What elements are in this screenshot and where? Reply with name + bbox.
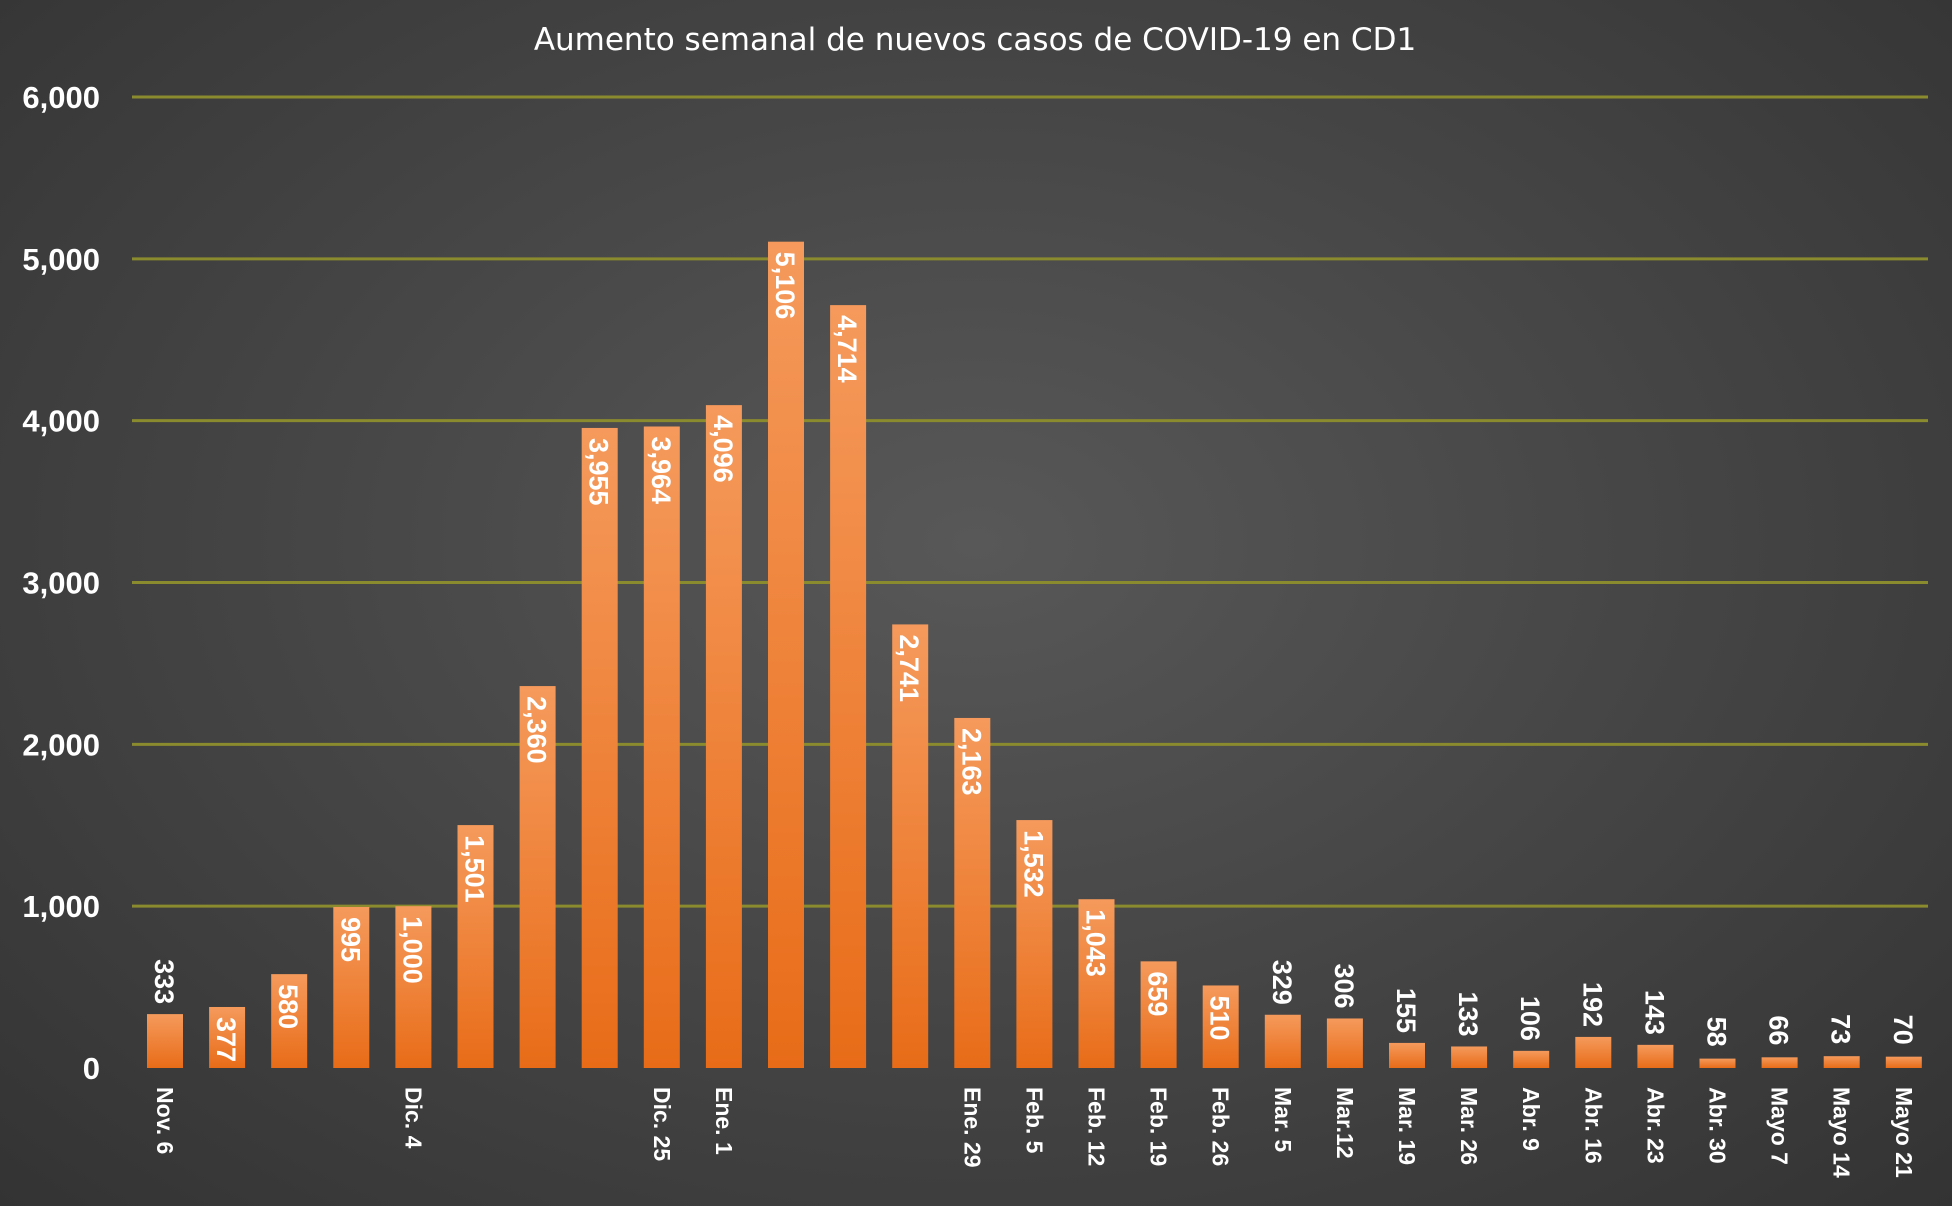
bar bbox=[271, 974, 308, 1068]
y-tick-label: 1,000 bbox=[22, 889, 100, 924]
x-tick-label: Ene. 29 bbox=[959, 1087, 985, 1168]
x-tick-label: Feb. 26 bbox=[1208, 1087, 1234, 1166]
y-tick-label: 2,000 bbox=[22, 727, 100, 762]
data-label: 143 bbox=[1639, 990, 1669, 1035]
y-tick-label: 3,000 bbox=[22, 566, 100, 601]
bar bbox=[1140, 961, 1177, 1068]
data-label: 5,106 bbox=[770, 252, 800, 320]
data-label: 3,955 bbox=[584, 438, 614, 506]
y-tick-label: 6,000 bbox=[22, 80, 100, 115]
y-tick-label: 4,000 bbox=[22, 404, 100, 439]
data-label: 2,360 bbox=[522, 696, 552, 764]
x-tick-label: Feb. 5 bbox=[1021, 1087, 1047, 1154]
bar bbox=[954, 717, 991, 1068]
bar bbox=[395, 906, 432, 1068]
bar bbox=[457, 825, 494, 1068]
x-tick-label: Ene. 1 bbox=[711, 1087, 737, 1155]
x-axis: Nov. 6 Dic. 4 Dic. 25 Ene. 1 Ene. 29 Feb. 5 Fe… bbox=[152, 1087, 1917, 1178]
x-tick-label: Nov. 6 bbox=[152, 1087, 178, 1154]
bar bbox=[830, 305, 867, 1068]
data-label: 510 bbox=[1205, 995, 1235, 1040]
bar bbox=[519, 686, 556, 1068]
data-label: 58 bbox=[1702, 1017, 1732, 1047]
x-tick-label: Abr. 9 bbox=[1518, 1087, 1544, 1151]
bar bbox=[1264, 1014, 1301, 1068]
data-label: 106 bbox=[1515, 996, 1545, 1041]
data-label: 4,096 bbox=[708, 415, 738, 483]
bar bbox=[1637, 1044, 1674, 1068]
data-label: 70 bbox=[1888, 1015, 1918, 1045]
x-tick-label: Mar. 19 bbox=[1394, 1087, 1420, 1165]
data-label: 4,714 bbox=[832, 315, 862, 383]
data-label: 1,501 bbox=[460, 835, 490, 903]
bar bbox=[1202, 985, 1239, 1068]
bar bbox=[147, 1014, 183, 1068]
data-label: 995 bbox=[335, 917, 365, 962]
x-tick-label: Mayo 14 bbox=[1829, 1087, 1855, 1178]
y-tick-label: 0 bbox=[83, 1051, 100, 1086]
data-label: 2,163 bbox=[956, 728, 986, 796]
x-tick-label: Abr. 23 bbox=[1642, 1087, 1668, 1164]
data-label: 192 bbox=[1577, 982, 1607, 1027]
x-tick-label: Feb. 19 bbox=[1146, 1087, 1172, 1166]
y-tick-label: 5,000 bbox=[22, 242, 100, 277]
bar bbox=[1451, 1046, 1488, 1068]
data-label: 155 bbox=[1391, 988, 1421, 1033]
data-label: 1,043 bbox=[1081, 909, 1111, 977]
chart-title: Aumento semanal de nuevos casos de COVID… bbox=[534, 22, 1416, 58]
data-label: 73 bbox=[1826, 1014, 1856, 1044]
data-label: 659 bbox=[1143, 971, 1173, 1016]
bar bbox=[1575, 1036, 1612, 1068]
data-label: 377 bbox=[211, 1017, 241, 1062]
data-label: 133 bbox=[1453, 991, 1483, 1036]
x-tick-label: Abr. 16 bbox=[1580, 1087, 1606, 1164]
bar bbox=[768, 241, 804, 1068]
bar bbox=[1699, 1058, 1736, 1068]
bar bbox=[581, 427, 618, 1068]
bar bbox=[1513, 1050, 1550, 1068]
data-label: 306 bbox=[1329, 963, 1359, 1008]
data-label: 580 bbox=[273, 984, 303, 1029]
bar bbox=[643, 426, 680, 1068]
x-tick-label: Abr. 30 bbox=[1705, 1087, 1731, 1164]
data-label: 1,000 bbox=[397, 916, 427, 984]
bar bbox=[209, 1006, 246, 1068]
y-axis: 0 1,000 2,000 3,000 4,000 5,000 6,000 bbox=[22, 80, 100, 1086]
bar bbox=[1761, 1057, 1798, 1068]
bar bbox=[705, 405, 742, 1068]
gridlines bbox=[132, 95, 1928, 908]
x-tick-label: Feb. 12 bbox=[1084, 1087, 1110, 1166]
bar bbox=[1885, 1056, 1922, 1068]
data-label: 3,964 bbox=[646, 436, 676, 504]
bars bbox=[147, 241, 1922, 1068]
data-label: 333 bbox=[149, 959, 179, 1004]
x-tick-label: Mar. 26 bbox=[1456, 1087, 1482, 1165]
x-tick-label: Dic. 4 bbox=[400, 1087, 426, 1149]
bar bbox=[1078, 899, 1115, 1068]
bar bbox=[892, 624, 929, 1068]
x-tick-label: Mayo 21 bbox=[1891, 1087, 1917, 1178]
x-tick-label: Mar. 5 bbox=[1270, 1087, 1296, 1152]
bar bbox=[333, 906, 370, 1068]
bar bbox=[1389, 1042, 1425, 1068]
data-label: 1,532 bbox=[1018, 830, 1048, 898]
x-tick-label: Mayo 7 bbox=[1767, 1087, 1793, 1165]
data-label: 2,741 bbox=[894, 634, 924, 702]
bar bbox=[1016, 820, 1053, 1068]
bar bbox=[1326, 1018, 1363, 1068]
data-label: 66 bbox=[1764, 1015, 1794, 1045]
data-label: 329 bbox=[1267, 960, 1297, 1005]
x-tick-label: Mar.12 bbox=[1332, 1087, 1358, 1159]
x-tick-label: Dic. 25 bbox=[649, 1087, 675, 1161]
bar bbox=[1823, 1056, 1860, 1068]
data-labels: 333 377 580 995 1,000 1,501 2,360 3,955 3,964 4,0… bbox=[149, 252, 1918, 1062]
